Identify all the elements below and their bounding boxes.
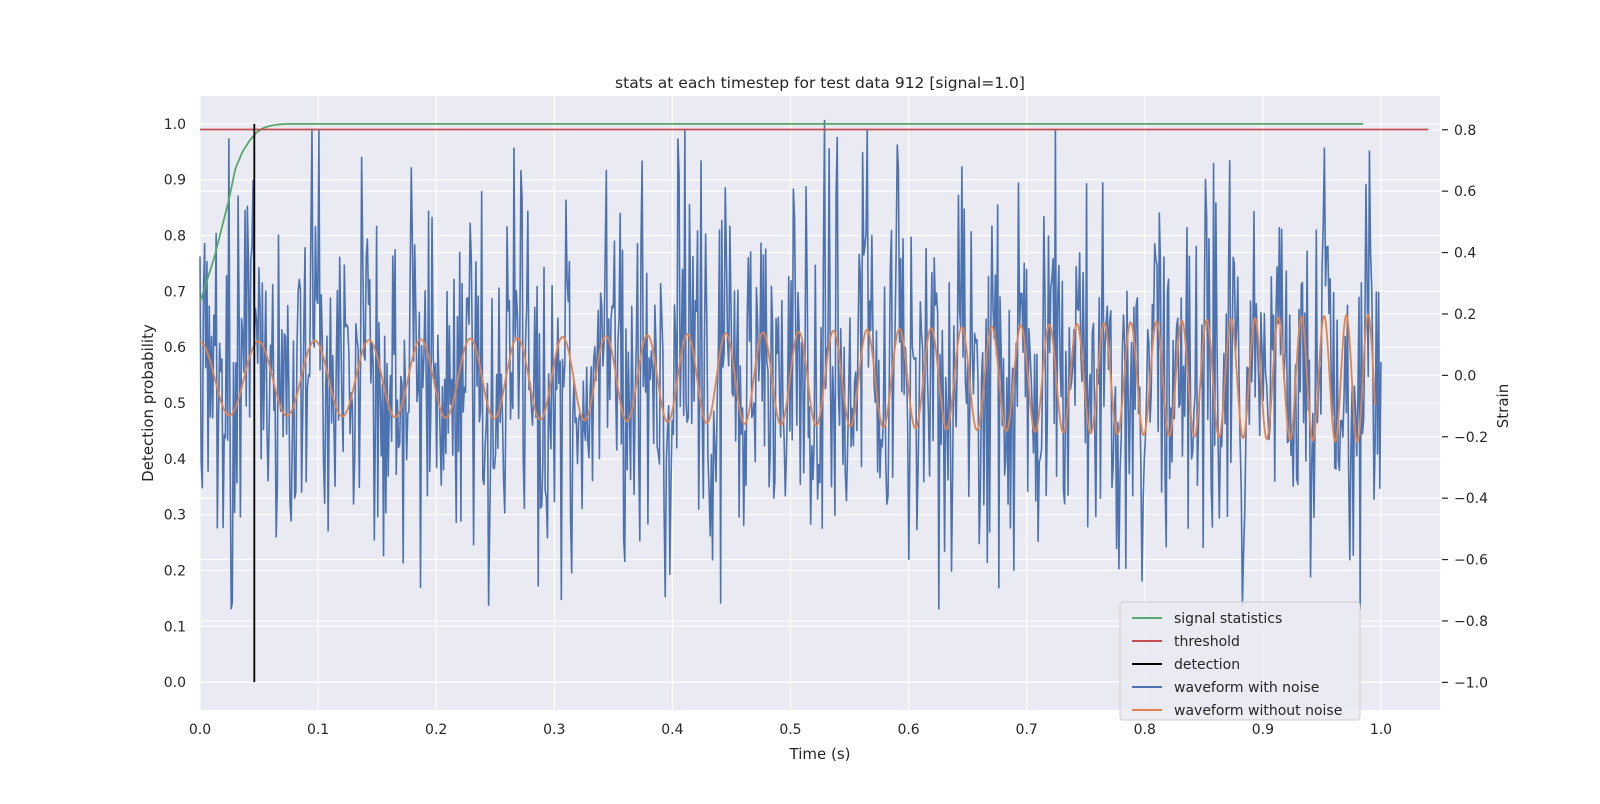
x-axis-label: Time (s) xyxy=(789,745,851,763)
x-tick-label: 0.8 xyxy=(1134,722,1156,738)
x-tick-label: 0.0 xyxy=(189,722,211,738)
y-right-tick-label: 0.6 xyxy=(1454,184,1476,200)
y-left-tick-label: 1.0 xyxy=(164,117,186,133)
series-line-waveform-with-noise xyxy=(199,119,1382,610)
legend-label: waveform without noise xyxy=(1174,703,1342,719)
y-left-tick-label: 0.6 xyxy=(164,340,186,356)
legend: signal statistics threshold detection wavef… xyxy=(1119,601,1361,721)
tick-labels: 0.0 0.1 0.2 0.3 0.4 0.5 0.6 0.7 0.8 0.9 1.0 0.0 0.1 0… xyxy=(164,117,1488,738)
x-tick-label: 0.1 xyxy=(307,722,329,738)
y-right-tick-label: −1.0 xyxy=(1454,675,1488,691)
y-left-tick-label: 0.4 xyxy=(164,452,186,468)
y-left-tick-label: 0.9 xyxy=(164,173,186,189)
x-tick-label: 0.2 xyxy=(425,722,447,738)
y-left-tick-label: 0.3 xyxy=(164,508,186,524)
series-line-signal-statistics xyxy=(199,123,1364,303)
y-right-tick-label: −0.2 xyxy=(1454,430,1488,446)
legend-label: waveform with noise xyxy=(1174,680,1319,696)
x-tick-label: 0.5 xyxy=(779,722,801,738)
x-tick-label: 0.6 xyxy=(897,722,919,738)
y-left-tick-label: 0.1 xyxy=(164,619,186,635)
y-right-tick-label: −0.8 xyxy=(1454,614,1488,630)
y-right-tick-label: 0.8 xyxy=(1454,123,1476,139)
y-right-tick-label: 0.2 xyxy=(1454,307,1476,323)
x-tick-label: 0.9 xyxy=(1252,722,1274,738)
y-right-tick-label: 0.0 xyxy=(1454,368,1476,384)
y-left-tick-label: 0.8 xyxy=(164,229,186,245)
y-right-tick-label: −0.4 xyxy=(1454,491,1488,507)
legend-label: threshold xyxy=(1174,634,1240,650)
series-layer xyxy=(199,119,1429,683)
x-tick-label: 0.3 xyxy=(543,722,565,738)
y-right-tick-label: 0.4 xyxy=(1454,246,1476,262)
x-tick-label: 0.4 xyxy=(661,722,683,738)
x-tick-label: 1.0 xyxy=(1370,722,1392,738)
y-axis-right-label: Strain xyxy=(1494,384,1512,428)
y-axis-left-label: Detection probability xyxy=(139,324,157,482)
legend-entries: signal statistics threshold detection wavef… xyxy=(1132,611,1342,719)
y-left-tick-label: 0.7 xyxy=(164,284,186,300)
legend-label: signal statistics xyxy=(1174,611,1282,627)
y-left-tick-label: 0.5 xyxy=(164,396,186,412)
x-tick-label: 0.7 xyxy=(1016,722,1038,738)
y-left-tick-label: 0.2 xyxy=(164,563,186,579)
chart-title: stats at each timestep for test data 912… xyxy=(615,74,1025,92)
legend-box xyxy=(1119,601,1361,721)
legend-label: detection xyxy=(1174,657,1240,673)
y-left-tick-label: 0.0 xyxy=(164,675,186,691)
series-line-waveform-without-noise xyxy=(199,313,1376,444)
y-right-tick-label: −0.6 xyxy=(1454,553,1488,569)
